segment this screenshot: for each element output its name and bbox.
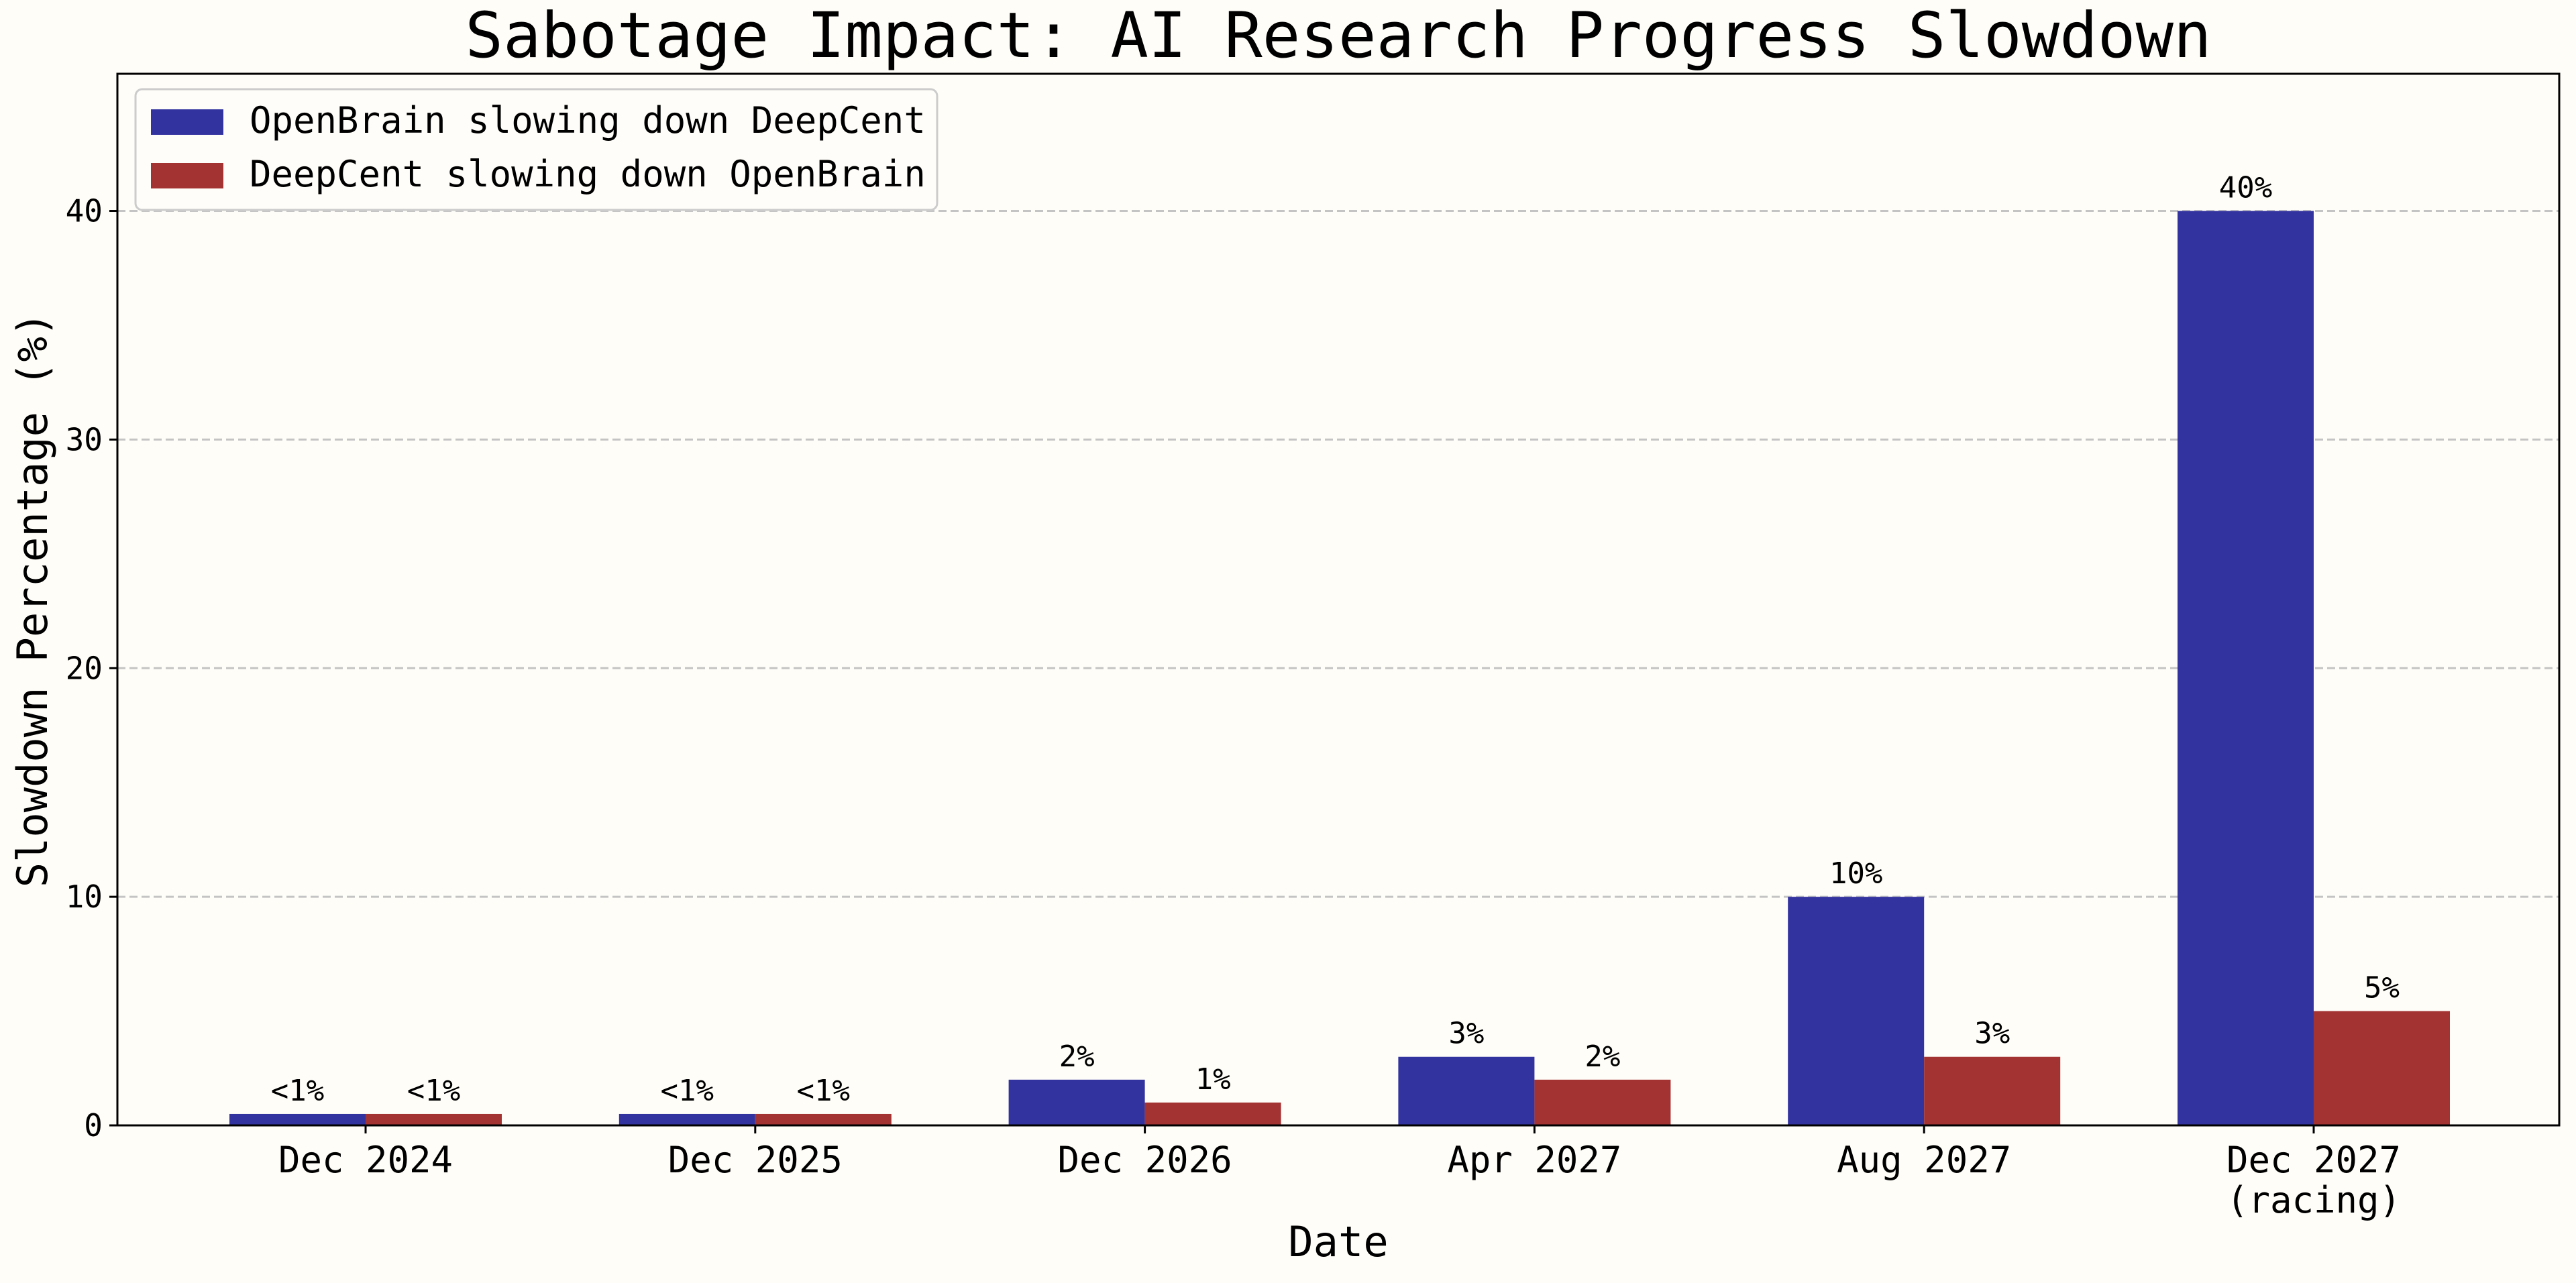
legend-swatch — [151, 109, 223, 135]
bars — [229, 211, 2450, 1125]
data-label: 2% — [1585, 1040, 1620, 1074]
bar-deepcent — [755, 1113, 892, 1125]
x-axis-label: Date — [1288, 1217, 1388, 1266]
x-tick-label: Aug 2027 — [1837, 1139, 2011, 1181]
data-label: <1% — [661, 1074, 714, 1108]
legend-label: OpenBrain slowing down DeepCent — [250, 99, 926, 142]
legend: OpenBrain slowing down DeepCent DeepCent … — [134, 88, 938, 211]
y-tick-label: 40 — [66, 193, 103, 229]
x-tick-label: Dec 2026 — [1058, 1139, 1232, 1181]
bar-deepcent — [366, 1113, 502, 1125]
x-axis-ticks: Dec 2024 Dec 2025 Dec 2026 Apr 2027 Aug 2027… — [278, 1125, 2401, 1221]
chart-title: Sabotage Impact: AI Research Progress Sl… — [465, 0, 2211, 72]
data-label: 3% — [1974, 1017, 2010, 1051]
data-label: <1% — [271, 1074, 324, 1108]
bar-deepcent — [1144, 1102, 1281, 1125]
grid-lines — [117, 210, 2559, 898]
bar-deepcent — [1924, 1056, 2061, 1125]
x-tick-label: Dec 2024 — [278, 1139, 453, 1181]
bar-openbrain — [619, 1113, 755, 1125]
data-labels: <1% <1% 2% 3% 10% 40% <1% <1% 1% 2% 3% 5% — [271, 171, 2400, 1108]
legend-swatch — [151, 163, 223, 188]
legend-label: DeepCent slowing down OpenBrain — [250, 153, 926, 195]
x-tick-label: Dec 2027 (racing) — [2226, 1139, 2401, 1221]
data-label: <1% — [797, 1074, 850, 1108]
data-label: 1% — [1195, 1062, 1231, 1097]
bar-openbrain — [1398, 1056, 1535, 1125]
y-axis-label: Slowdown Percentage (%) — [8, 312, 57, 888]
y-tick-label: 0 — [84, 1107, 103, 1143]
legend-box — [134, 88, 938, 211]
data-label: 10% — [1829, 856, 1882, 891]
x-tick-label: Dec 2025 — [668, 1139, 843, 1181]
plot-area-frame — [116, 72, 2561, 1127]
y-tick-label: 10 — [66, 879, 103, 915]
y-tick-label: 30 — [66, 421, 103, 457]
data-label: <1% — [407, 1074, 460, 1108]
bar-deepcent — [2314, 1011, 2450, 1125]
data-label: 2% — [1059, 1040, 1095, 1074]
bar-openbrain — [1008, 1079, 1145, 1125]
y-tick-label: 20 — [66, 650, 103, 686]
bar-deepcent — [1534, 1079, 1671, 1125]
x-tick-label: Apr 2027 — [1447, 1139, 1621, 1181]
y-axis-ticks: 0 10 20 30 40 — [66, 193, 117, 1143]
data-label: 40% — [2219, 171, 2272, 205]
bar-openbrain — [1788, 897, 1925, 1125]
data-label: 5% — [2364, 971, 2400, 1005]
bar-openbrain — [229, 1113, 366, 1125]
data-label: 3% — [1448, 1017, 1484, 1051]
bar-openbrain — [2178, 211, 2314, 1125]
